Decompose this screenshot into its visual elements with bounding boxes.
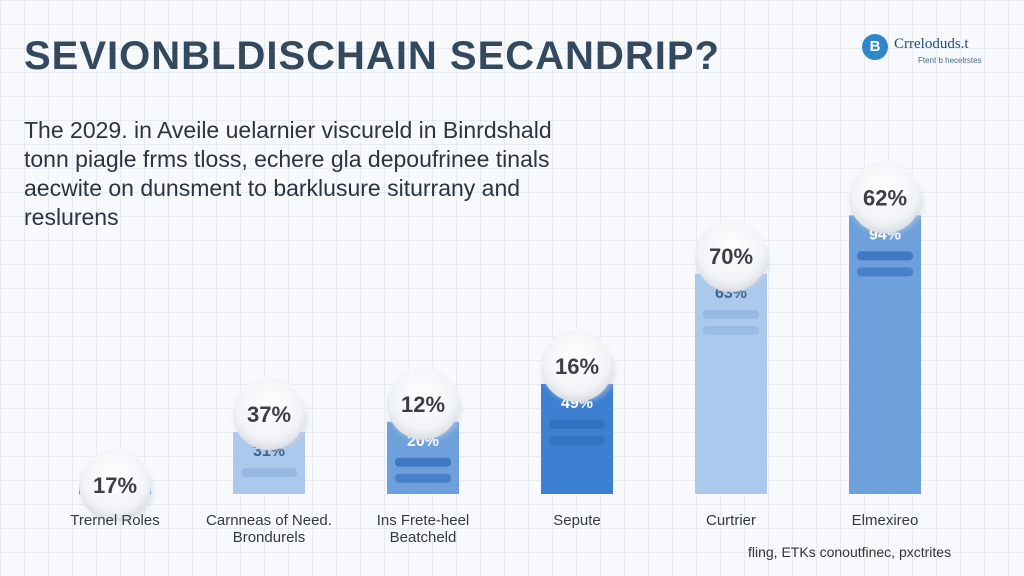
bar bbox=[695, 273, 767, 494]
category-label: Brondurels bbox=[233, 529, 306, 546]
bar-group: 49%16%Sepute bbox=[541, 329, 615, 529]
bubble-label: 70% bbox=[709, 244, 753, 269]
bar bbox=[849, 215, 921, 495]
bar-stripe bbox=[549, 435, 605, 445]
bar-stripe bbox=[857, 267, 913, 277]
bar-stripe bbox=[241, 468, 297, 478]
brand-logo: B Crreloduds.t Ftent b hecelrstes bbox=[862, 30, 1002, 70]
bar-stripe bbox=[549, 419, 605, 429]
intro-line: The 2029. in Aveile uelarnier viscureld … bbox=[24, 117, 552, 143]
bar-stripe bbox=[395, 473, 451, 483]
bubble-label: 62% bbox=[863, 185, 907, 210]
intro-line: aecwite on dunsment to barklusure siturr… bbox=[24, 175, 521, 201]
bar-stripe bbox=[857, 251, 913, 261]
bar-stripe bbox=[395, 457, 451, 467]
bubble-label: 16% bbox=[555, 354, 599, 379]
category-label: Curtrier bbox=[706, 512, 756, 529]
intro-paragraph: The 2029. in Aveile uelarnier viscureld … bbox=[24, 116, 624, 232]
intro-line: reslurens bbox=[24, 204, 119, 230]
category-label: Carnneas of Need. bbox=[206, 512, 332, 529]
bubble-label: 37% bbox=[247, 402, 291, 427]
bar-group: 17% Trernel Roles bbox=[70, 449, 160, 529]
logo-name: Crreloduds.t bbox=[894, 36, 969, 52]
logo-badge-icon: B bbox=[862, 34, 888, 60]
logo-tagline: Ftent b hecelrstes bbox=[918, 56, 982, 65]
value-bubble bbox=[541, 329, 613, 402]
value-bubble bbox=[849, 161, 921, 234]
bar-group: 31%37%Carnneas of Need.Brondurels bbox=[206, 378, 332, 546]
category-label: Elmexireo bbox=[852, 512, 919, 529]
intro-line: tonn piagle frms tloss, echere gla depou… bbox=[24, 146, 550, 172]
bubble-label: 12% bbox=[401, 392, 445, 417]
bar-stripe bbox=[703, 309, 759, 319]
value-bubble bbox=[79, 449, 151, 521]
value-bubble bbox=[387, 367, 459, 440]
category-label: Sepute bbox=[553, 512, 601, 529]
bar-group: 94%62%Elmexireo bbox=[849, 161, 923, 529]
page-title: SEVIONBLDISCHAIN SECANDRIP? bbox=[24, 34, 720, 78]
value-bubble bbox=[695, 219, 767, 292]
category-label: Ins Frete-heel bbox=[377, 512, 470, 529]
category-label: Beatcheld bbox=[390, 529, 457, 546]
bar-group: 63%70%Curtrier bbox=[695, 219, 769, 529]
category-label: Trernel Roles bbox=[70, 512, 159, 529]
value-bubble bbox=[233, 378, 305, 451]
bar-stripe bbox=[703, 325, 759, 335]
bubble-label: 17% bbox=[93, 473, 137, 498]
footnote: fling, ETKs conoutfinec, pxctrites bbox=[748, 544, 952, 560]
